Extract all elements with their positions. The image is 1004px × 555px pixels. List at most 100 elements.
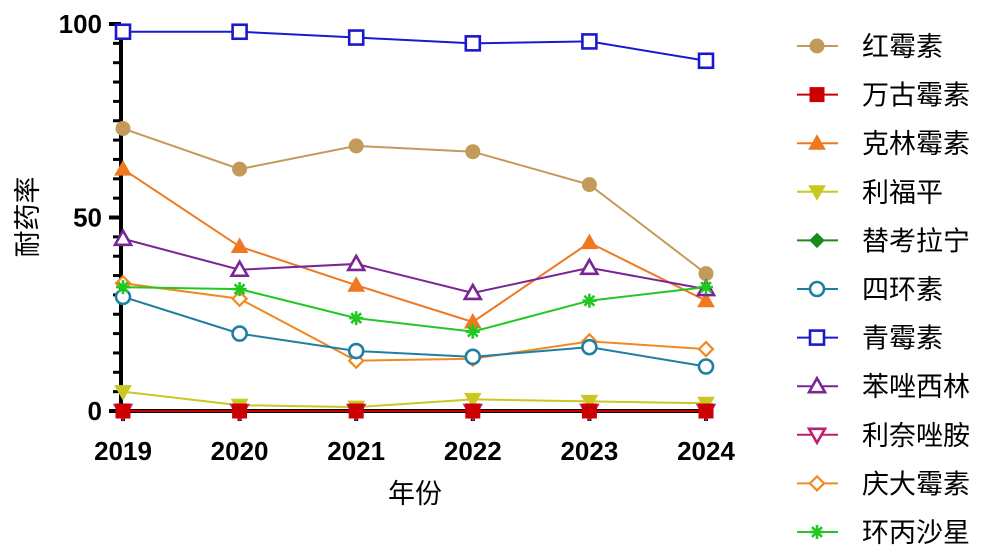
series-line <box>122 168 707 324</box>
series-layer <box>112 23 717 422</box>
data-point <box>465 324 480 339</box>
legend-item: 利奈唑胺 <box>797 421 970 452</box>
data-point <box>697 358 715 375</box>
data-point <box>582 293 597 308</box>
data-point <box>464 348 482 366</box>
x-tick-label: 2021 <box>327 436 385 466</box>
data-point <box>231 325 248 342</box>
x-tick-label: 2022 <box>444 436 502 466</box>
data-point <box>347 29 365 46</box>
legend-label: 庆大霉素 <box>862 469 970 500</box>
data-point <box>114 385 132 401</box>
series-11 <box>116 280 713 339</box>
x-ticks: 2019 2020 2021 2022 2023 2024 <box>94 411 735 466</box>
data-point <box>345 253 367 272</box>
series-line <box>122 282 707 362</box>
series-1 <box>115 120 714 282</box>
data-point <box>114 23 132 41</box>
axes: 0 50 100 2019 2020 2021 2022 2023 2024 <box>59 9 736 466</box>
data-point <box>697 340 715 358</box>
series-line <box>122 286 707 333</box>
data-point <box>231 23 248 41</box>
legend-item: 克林霉素 <box>797 129 970 160</box>
legend-item: 替考拉宁 <box>797 226 970 257</box>
data-point <box>115 403 131 419</box>
data-point <box>348 138 364 154</box>
data-point <box>698 403 714 419</box>
legend-marker <box>809 87 825 103</box>
series-line <box>122 237 707 294</box>
y-tick-label: 100 <box>59 9 102 39</box>
series-line <box>122 295 707 368</box>
y-tick-label: 0 <box>88 396 102 426</box>
legend-item: 环丙沙星 <box>797 518 970 549</box>
legend-marker <box>809 232 825 249</box>
series-line <box>122 127 707 275</box>
data-point <box>581 338 598 356</box>
data-point <box>116 280 130 295</box>
x-axis-title: 年份 <box>388 479 442 510</box>
data-point <box>232 161 248 177</box>
data-point <box>462 282 484 301</box>
data-point <box>115 120 131 136</box>
series-2 <box>115 403 714 419</box>
data-point <box>697 52 715 70</box>
legend-item: 万古霉素 <box>797 81 970 112</box>
x-tick-label: 2020 <box>211 436 269 466</box>
data-point <box>347 276 366 292</box>
data-point <box>463 392 482 409</box>
legend-label: 克林霉素 <box>862 129 970 160</box>
data-point <box>231 290 249 308</box>
data-point <box>465 144 481 160</box>
data-point <box>581 33 598 50</box>
series-line <box>122 390 707 409</box>
data-point <box>580 233 599 250</box>
data-point <box>229 259 250 278</box>
legend-label: 替考拉宁 <box>862 226 970 257</box>
data-point <box>348 403 364 419</box>
legend-marker <box>808 474 826 492</box>
series-line <box>123 30 707 62</box>
y-tick-label: 50 <box>73 203 102 233</box>
legend-label: 万古霉素 <box>862 81 970 112</box>
y-axis-title: 耐药率 <box>13 177 44 258</box>
legend-item: 利福平 <box>797 178 943 209</box>
legend-marker <box>810 525 824 539</box>
series-7 <box>114 23 715 70</box>
data-point <box>112 228 134 247</box>
legend-label: 环丙沙星 <box>862 518 970 549</box>
x-tick-label: 2023 <box>560 436 618 466</box>
legend-item: 红霉素 <box>797 32 943 63</box>
data-point <box>699 280 713 295</box>
legend-marker <box>806 427 828 446</box>
data-point <box>114 160 132 176</box>
data-point <box>580 394 599 411</box>
legend-marker <box>806 375 828 394</box>
data-point <box>697 291 715 308</box>
y-ticks: 0 50 100 <box>59 9 121 426</box>
x-tick-label: 2024 <box>677 436 735 466</box>
legend-item: 四环素 <box>797 275 943 306</box>
data-point <box>347 342 365 360</box>
data-point <box>579 257 600 276</box>
data-point <box>232 282 247 297</box>
series-3 <box>114 160 715 329</box>
legend-label: 苯唑西林 <box>862 372 970 403</box>
series-6 <box>114 288 715 375</box>
legend-marker <box>808 134 826 150</box>
legend-item: 庆大霉素 <box>797 469 970 500</box>
legend-item: 青霉素 <box>797 324 943 355</box>
legend-label: 四环素 <box>862 275 943 306</box>
data-point <box>581 177 597 193</box>
legend-label: 红霉素 <box>862 32 943 63</box>
data-point <box>232 403 248 419</box>
legend-item: 苯唑西林 <box>797 372 970 403</box>
data-point <box>349 311 364 326</box>
legend-label: 利奈唑胺 <box>862 421 970 452</box>
data-point <box>464 35 482 52</box>
data-point <box>230 237 249 254</box>
legend-marker <box>808 280 826 298</box>
x-tick-label: 2019 <box>94 436 152 466</box>
